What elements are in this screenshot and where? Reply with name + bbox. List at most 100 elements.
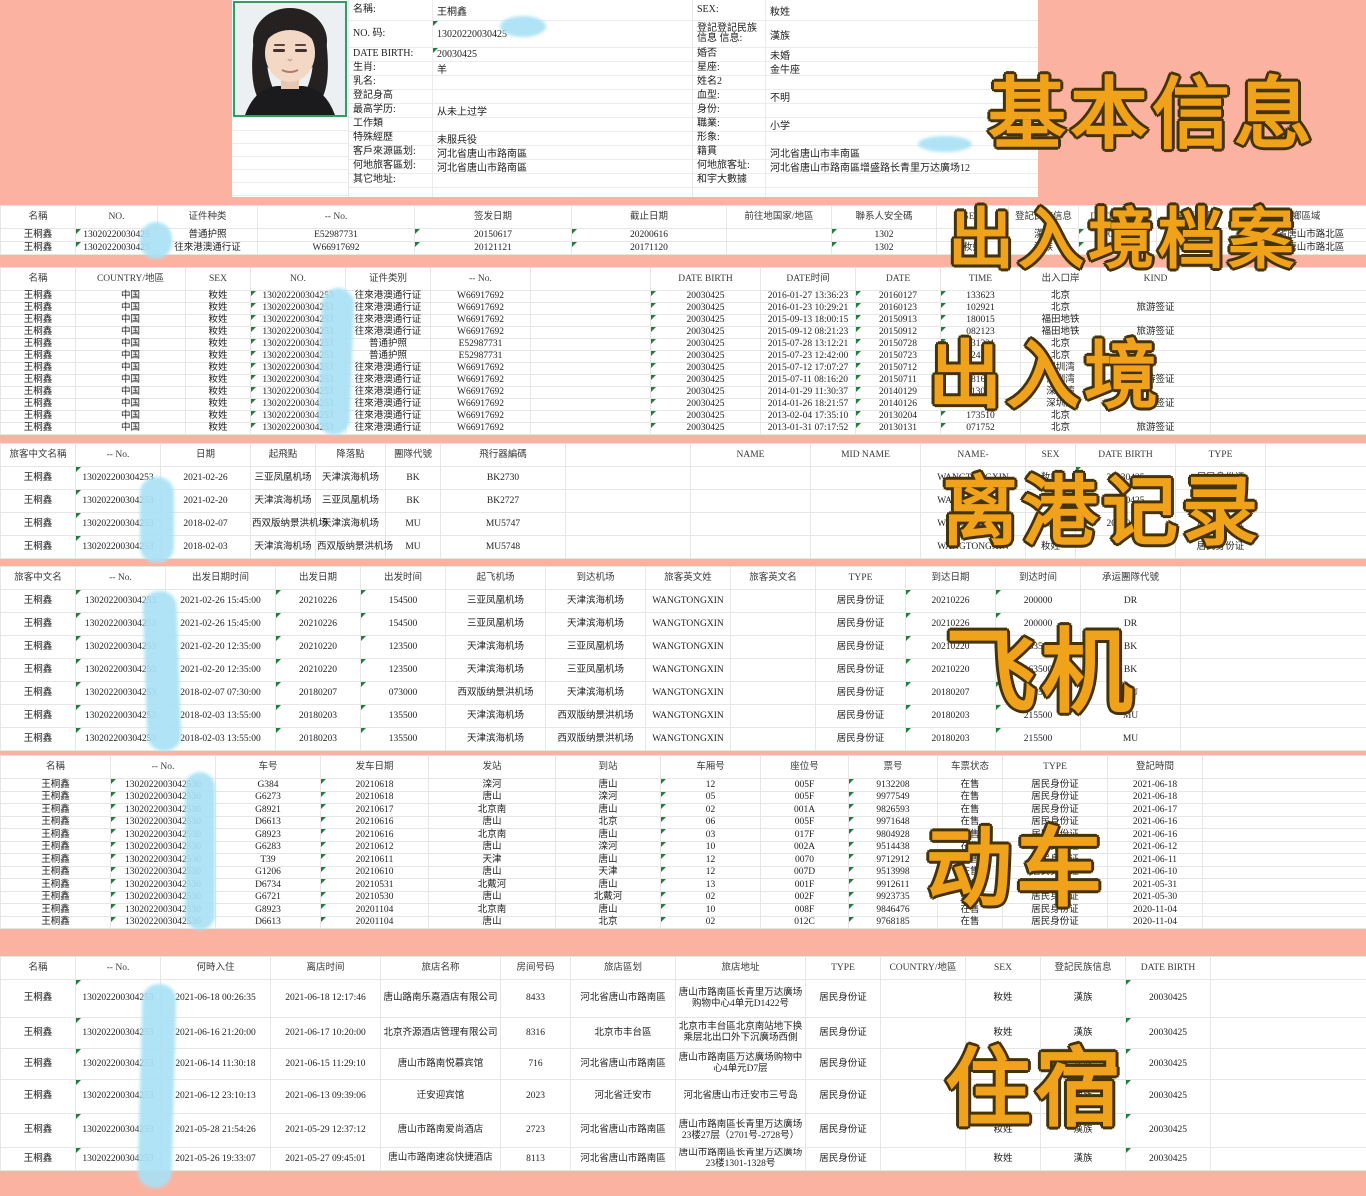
cell: 9826593 bbox=[848, 803, 938, 817]
cell: 王桐鑫 bbox=[0, 915, 111, 929]
cell: 2018-02-03 13:55:00 bbox=[165, 727, 276, 751]
cell: 200000 bbox=[995, 589, 1081, 613]
profile-field-label: 特殊經歷 bbox=[349, 132, 433, 145]
redaction-scribble bbox=[137, 983, 177, 1189]
table-row: 王桐鑫 中国 籹姓 130202200304253 普通护照 E52987731 20030… bbox=[0, 338, 1366, 351]
cell: 20210618 bbox=[320, 790, 429, 804]
cell: 10 bbox=[660, 903, 761, 917]
cell bbox=[690, 466, 811, 490]
cell: 2015-07-11 08:16:20 bbox=[760, 374, 856, 387]
cell: 往來港澳通行证 bbox=[345, 290, 431, 303]
table-row: 王桐鑫 1302022003042530 G6273 20210618 唐山 滦河 05 00… bbox=[0, 790, 1366, 804]
cell: 2023 bbox=[500, 1079, 571, 1114]
cell: 9971648 bbox=[848, 815, 938, 829]
cell: 唐山 bbox=[428, 890, 556, 904]
cell: 王桐鑫 bbox=[0, 422, 76, 435]
redaction-scribble bbox=[317, 287, 355, 436]
cell: 13 bbox=[660, 878, 761, 892]
cell: 中国 bbox=[75, 410, 186, 423]
cell: W66917692 bbox=[430, 314, 531, 327]
cell: 籹姓 bbox=[185, 374, 251, 387]
cell: 居民身份证 bbox=[1175, 512, 1266, 536]
cell: T39 bbox=[215, 853, 321, 867]
column-header: 旅客中文名稱 bbox=[0, 443, 76, 467]
profile-field-label bbox=[349, 188, 433, 197]
cell: 0070 bbox=[760, 853, 849, 867]
cell bbox=[1210, 979, 1366, 1018]
cell: 20200616 bbox=[571, 228, 727, 242]
cell: DR bbox=[1080, 612, 1181, 636]
cell: 中国 bbox=[75, 326, 186, 339]
cell: 中国 bbox=[75, 338, 186, 351]
column-header: -- No. bbox=[75, 566, 166, 590]
cell: 唐山 bbox=[555, 878, 661, 892]
cell: 王桐鑫 bbox=[0, 338, 76, 351]
column-header bbox=[565, 443, 691, 467]
cell: 012C bbox=[760, 915, 849, 929]
cell: 三亚凤凰机场 bbox=[315, 489, 386, 513]
cell bbox=[565, 535, 691, 559]
cell: WANGTONGXIN bbox=[645, 612, 731, 636]
column-header: 旅店地址 bbox=[675, 956, 806, 980]
cell: 居民身份证 bbox=[1002, 778, 1108, 792]
cell: 唐山市路南悦慕宾馆 bbox=[380, 1048, 501, 1080]
cell: 2021-02-20 bbox=[160, 489, 251, 513]
cell: 20210226 bbox=[905, 589, 996, 613]
cell: 005F bbox=[760, 778, 849, 792]
cell: 籹姓 bbox=[965, 1147, 1041, 1171]
profile-row: 身份: bbox=[693, 104, 1038, 118]
profile-row: 星座: 金牛座 bbox=[693, 62, 1038, 76]
header-row: 名稱 COUNTRY/地區 SEX NO. 证件类別 -- No. DATE BIRTH DA… bbox=[0, 267, 1366, 291]
cell: 2021-06-17 10:20:00 bbox=[270, 1017, 381, 1049]
cell: 2015-07-23 12:42:00 bbox=[760, 350, 856, 363]
cell: 2021-02-20 12:35:00 bbox=[165, 658, 276, 682]
cell bbox=[880, 1079, 966, 1114]
cell: 20210220 bbox=[905, 635, 996, 659]
cell: W66917692 bbox=[430, 374, 531, 387]
cell: 北京 bbox=[1020, 290, 1101, 303]
cell: 017F bbox=[760, 828, 849, 842]
cell: 20180207 bbox=[905, 681, 996, 705]
profile-field-value: 漢族 bbox=[770, 30, 790, 42]
profile-row: 和宇大數據 bbox=[693, 174, 1038, 188]
profile-field-label: 最高学历: bbox=[349, 104, 433, 117]
cell bbox=[1210, 302, 1366, 315]
cell: 2021-05-28 21:54:26 bbox=[160, 1113, 271, 1148]
cell: 居民身份证 bbox=[1175, 466, 1266, 490]
profile-field-label: 職業: bbox=[693, 118, 766, 131]
cell: 20030425 bbox=[650, 326, 761, 339]
profile-field-label: 其它地址: bbox=[349, 174, 433, 187]
column-header: 车票状态 bbox=[937, 755, 1003, 779]
column-header: 旅客英文名 bbox=[730, 566, 816, 590]
cell: 籹姓 bbox=[185, 338, 251, 351]
cell: 20180207 bbox=[275, 681, 361, 705]
cell: 2018-02-07 07:30:00 bbox=[165, 681, 276, 705]
cell: MU bbox=[1080, 704, 1181, 728]
cell bbox=[1210, 326, 1366, 339]
table-exit-entry-records: 名稱 COUNTRY/地區 SEX NO. 证件类別 -- No. DATE BIRTH DA… bbox=[0, 267, 1366, 435]
profile-field-label: DATE BIRTH: bbox=[349, 48, 433, 61]
cell: E52987731 bbox=[430, 350, 531, 363]
profile-field-label: 形象: bbox=[693, 132, 766, 145]
cell bbox=[530, 398, 651, 411]
overlay-label-departure-records: 离港记录 bbox=[942, 471, 1262, 555]
cell: 20160127 bbox=[855, 290, 941, 303]
column-header: 聯系人安全碼 bbox=[831, 205, 937, 229]
column-header: 登記民族信息 bbox=[1040, 956, 1126, 980]
table-row: 王桐鑫 1302022003042530 G6283 20210612 唐山 滦河 10 00… bbox=[0, 840, 1366, 854]
cell: W66917692 bbox=[430, 302, 531, 315]
column-header: 日期 bbox=[160, 443, 251, 467]
cell: 2013-02-04 17:35:10 bbox=[760, 410, 856, 423]
cell: 中国 bbox=[75, 386, 186, 399]
cell: 天津滨海机场 bbox=[545, 681, 646, 705]
profile-field-value bbox=[433, 188, 692, 197]
column-header bbox=[1180, 566, 1366, 590]
redaction-scribble bbox=[142, 590, 182, 752]
profile-field-label: 何地旅客區划: bbox=[349, 160, 433, 173]
cell: 滦河 bbox=[428, 778, 556, 792]
cell: 三亚凤凰机场 bbox=[545, 658, 646, 682]
cell: 173510 bbox=[940, 410, 1021, 423]
cell: 王桐鑫 bbox=[0, 290, 76, 303]
table-row: 王桐鑫 13020220030425 往來港澳通行证 W66917692 2012112… bbox=[0, 241, 1366, 255]
cell: 2723 bbox=[500, 1113, 571, 1148]
